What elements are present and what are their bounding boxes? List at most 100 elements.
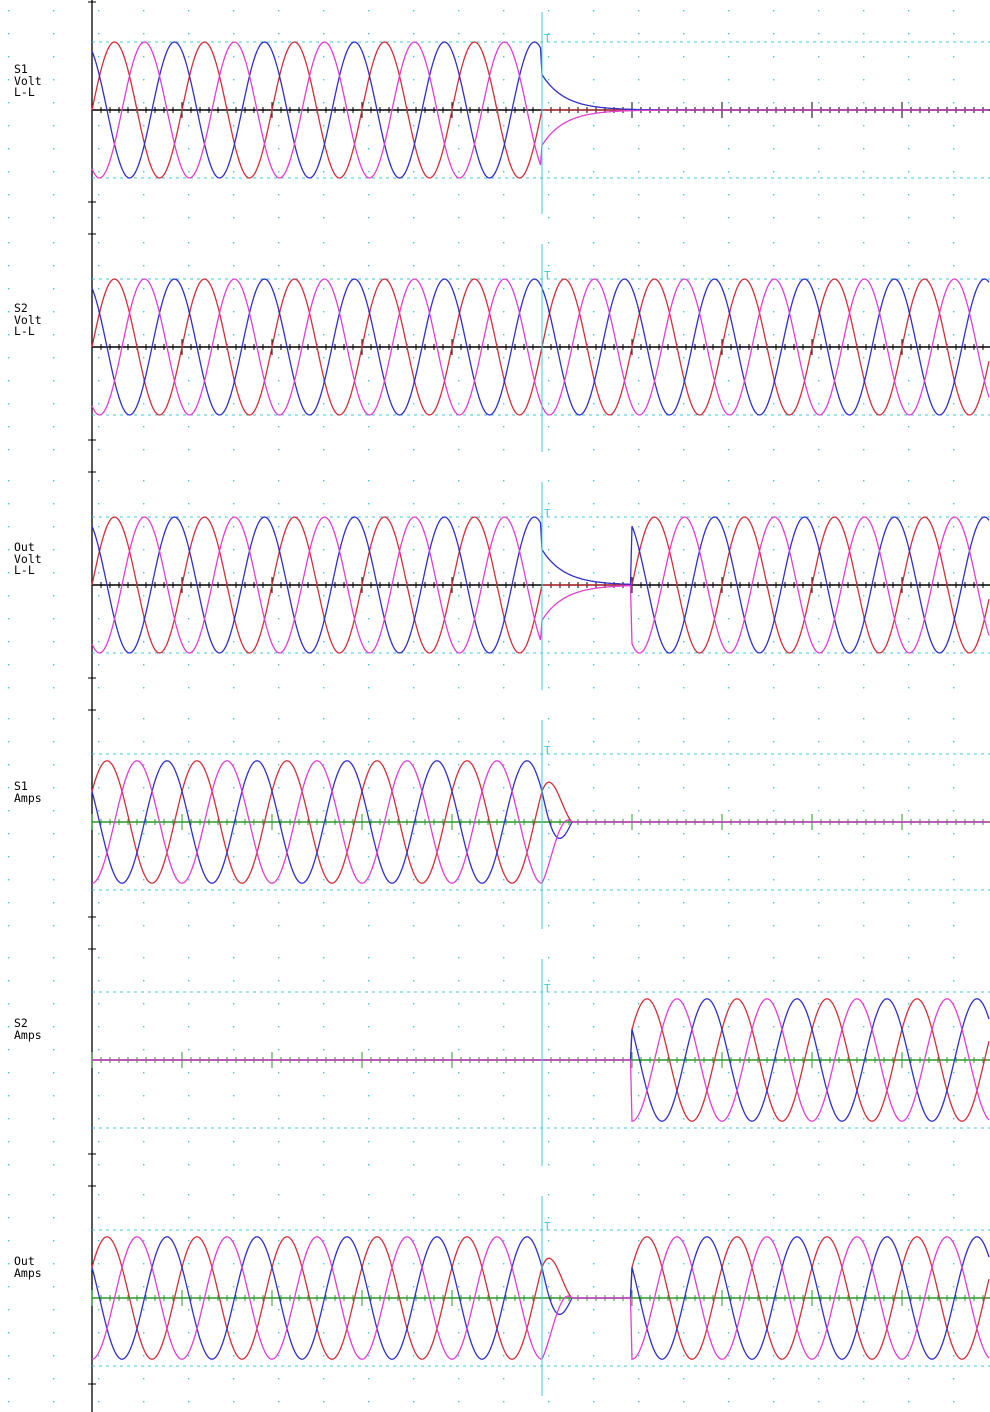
grid-dot: [728, 618, 730, 620]
grid-dot: [728, 595, 730, 597]
grid-dot: [143, 1026, 145, 1028]
grid-dot: [413, 102, 415, 104]
grid-dot: [818, 334, 820, 336]
grid-dot: [773, 572, 775, 574]
grid-dot: [683, 1049, 685, 1051]
grid-dot: [278, 1286, 280, 1288]
grid-dot: [683, 56, 685, 58]
grid-dot: [188, 718, 190, 720]
grid-dot: [188, 56, 190, 58]
grid-dot: [98, 33, 100, 35]
grid-dot: [953, 242, 955, 244]
grid-dot: [953, 125, 955, 127]
grid-dot: [953, 1332, 955, 1334]
grid-dot: [188, 1378, 190, 1380]
grid-dot: [728, 957, 730, 959]
grid-dot: [593, 357, 595, 359]
grid-dot: [278, 1355, 280, 1357]
grid-dot: [503, 572, 505, 574]
grid-dot: [908, 1118, 910, 1120]
grid-dot: [278, 595, 280, 597]
grid-dot: [683, 10, 685, 12]
grid-dot: [593, 1355, 595, 1357]
grid-dot: [233, 171, 235, 173]
grid-dot: [8, 56, 10, 58]
grid-dot: [323, 549, 325, 551]
grid-dot: [818, 480, 820, 482]
grid-dot: [8, 1378, 10, 1380]
grid-dot: [278, 902, 280, 904]
grid-dot: [638, 242, 640, 244]
grid-dot: [53, 171, 55, 173]
grid-dot: [413, 595, 415, 597]
grid-dot: [8, 403, 10, 405]
grid-dot: [323, 957, 325, 959]
grid-dot: [773, 1072, 775, 1074]
grid-dot: [413, 125, 415, 127]
grid-dot: [683, 334, 685, 336]
grid-dots-panel-6: [8, 1194, 955, 1403]
grid-dot: [683, 1003, 685, 1005]
grid-dot: [638, 980, 640, 982]
grid-dot: [818, 357, 820, 359]
grid-dot: [278, 1240, 280, 1242]
grid-dot: [413, 1240, 415, 1242]
grid-dot: [773, 357, 775, 359]
grid-dot: [773, 56, 775, 58]
grid-dot: [548, 741, 550, 743]
grid-dot: [818, 1378, 820, 1380]
grid-dot: [728, 403, 730, 405]
grid-dot: [413, 334, 415, 336]
grid-dot: [593, 102, 595, 104]
grid-dot: [683, 1355, 685, 1357]
grid-dot: [548, 102, 550, 104]
grid-dot: [143, 856, 145, 858]
grid-dot: [323, 380, 325, 382]
grid-dot: [143, 288, 145, 290]
grid-dot: [548, 787, 550, 789]
series-1-3: [91, 41, 989, 179]
grid-dot: [323, 787, 325, 789]
grid-dot: [98, 810, 100, 812]
grid-dot: [593, 980, 595, 982]
grid-dot: [413, 33, 415, 35]
grid-dot: [143, 357, 145, 359]
grid-dot: [458, 925, 460, 927]
grid-dot: [8, 641, 10, 643]
grid-dot: [953, 641, 955, 643]
grid-dot: [8, 10, 10, 12]
grid-dot: [53, 526, 55, 528]
grid-dot: [863, 718, 865, 720]
grid-dot: [53, 449, 55, 451]
grid-dot: [818, 288, 820, 290]
grid-dot: [728, 833, 730, 835]
grid-dot: [413, 1286, 415, 1288]
grid-dot: [368, 10, 370, 12]
grid-dot: [8, 1026, 10, 1028]
grid-dot: [458, 741, 460, 743]
grid-dot: [233, 856, 235, 858]
trigger-marker-6: T: [544, 1220, 551, 1233]
grid-dot: [413, 741, 415, 743]
grid-dot: [233, 1095, 235, 1097]
grid-dot: [98, 194, 100, 196]
grid-dot: [728, 1286, 730, 1288]
grid-dot: [548, 56, 550, 58]
grid-dot: [278, 1118, 280, 1120]
grid-dot: [8, 265, 10, 267]
grid-dot: [773, 925, 775, 927]
grid-dot: [908, 595, 910, 597]
grid-dot: [368, 380, 370, 382]
grid-dot: [548, 1049, 550, 1051]
grid-dot: [323, 33, 325, 35]
grid-dot: [548, 1378, 550, 1380]
grid-dot: [818, 925, 820, 927]
grid-dot: [818, 449, 820, 451]
grid-dot: [278, 1026, 280, 1028]
grid-dot: [863, 1378, 865, 1380]
grid-dot: [953, 957, 955, 959]
grid-dot: [773, 1378, 775, 1380]
grid-dot: [863, 449, 865, 451]
grid-dot: [953, 980, 955, 982]
